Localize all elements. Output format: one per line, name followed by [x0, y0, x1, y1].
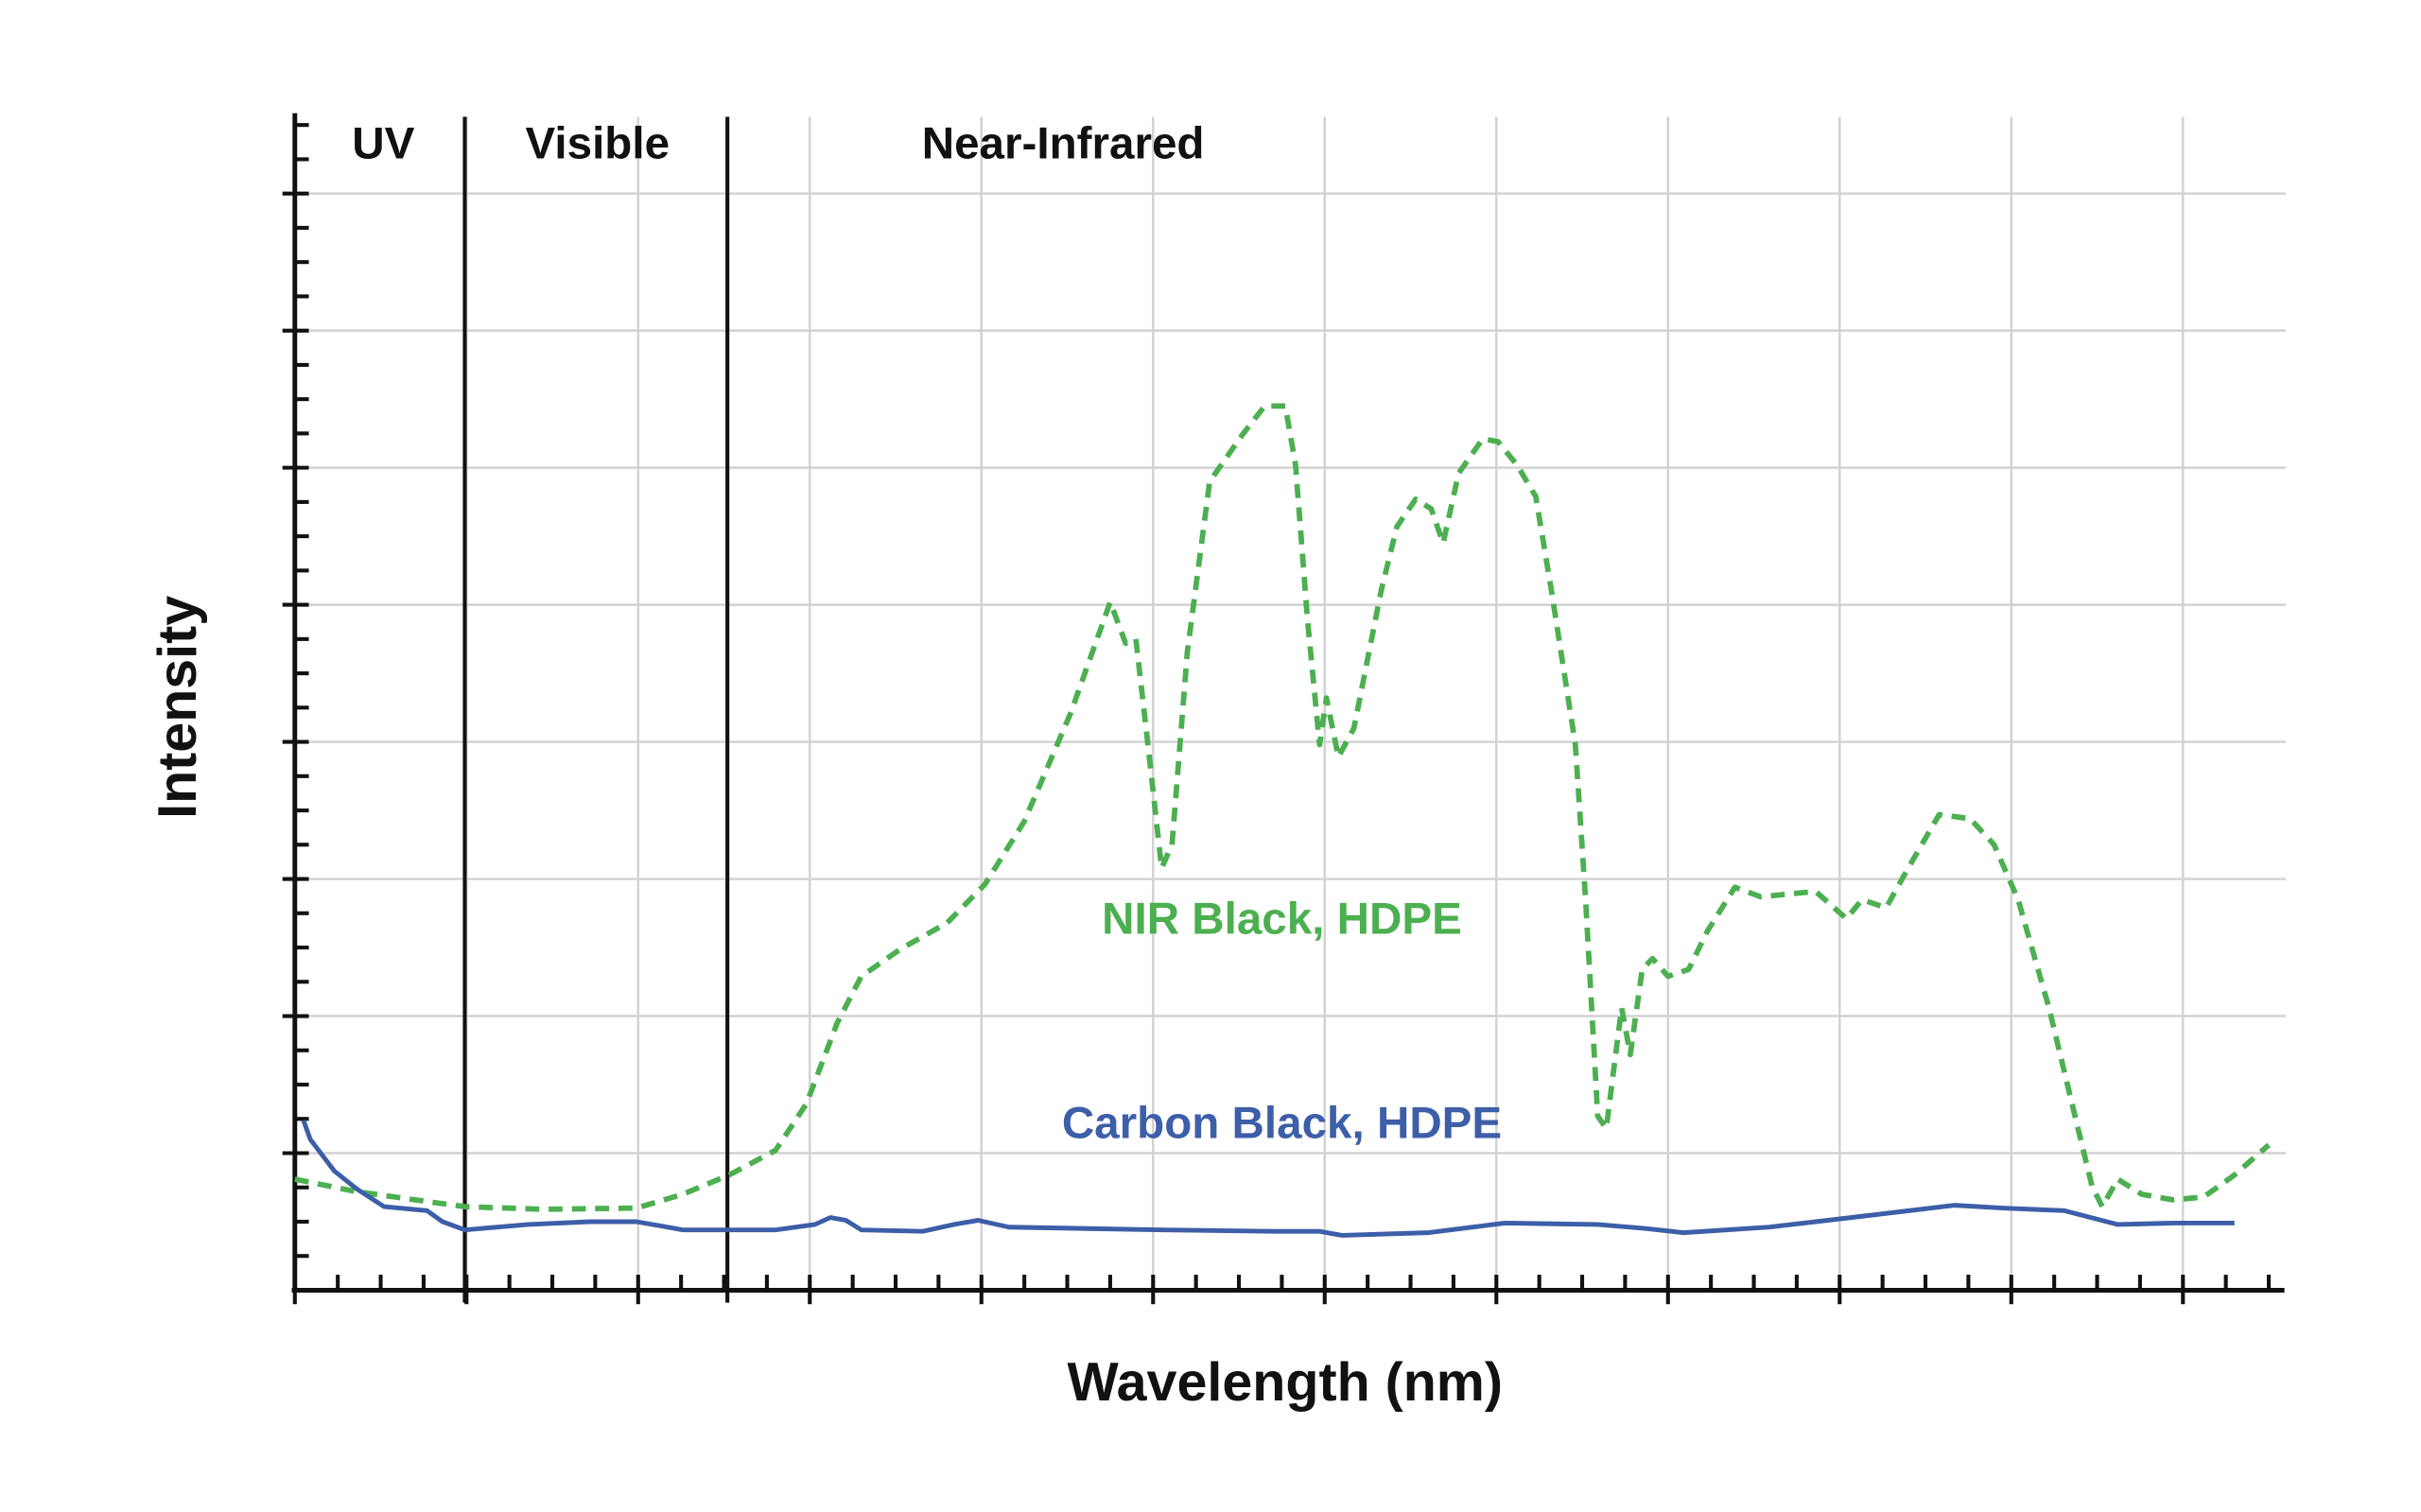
region-label-near-infrared: Near-Infrared	[922, 118, 1205, 168]
region-dividers	[462, 116, 730, 1303]
region-label-visible: Visible	[526, 118, 671, 168]
region-label-uv: UV	[352, 118, 414, 168]
x-axis-title: Wavelength (nm)	[1068, 1352, 1503, 1413]
series-label-carbon-black: Carbon Black, HDPE	[1062, 1099, 1502, 1149]
series-lines	[294, 403, 2271, 1238]
series-label-nir-black: NIR Black, HDPE	[1102, 894, 1462, 944]
y-axis-title: Intensity	[148, 596, 208, 819]
series-line-carbon-black-hdpe	[301, 1119, 2235, 1238]
gridlines	[294, 116, 2287, 1291]
series-line-nir-black-hdpe	[294, 403, 2271, 1212]
